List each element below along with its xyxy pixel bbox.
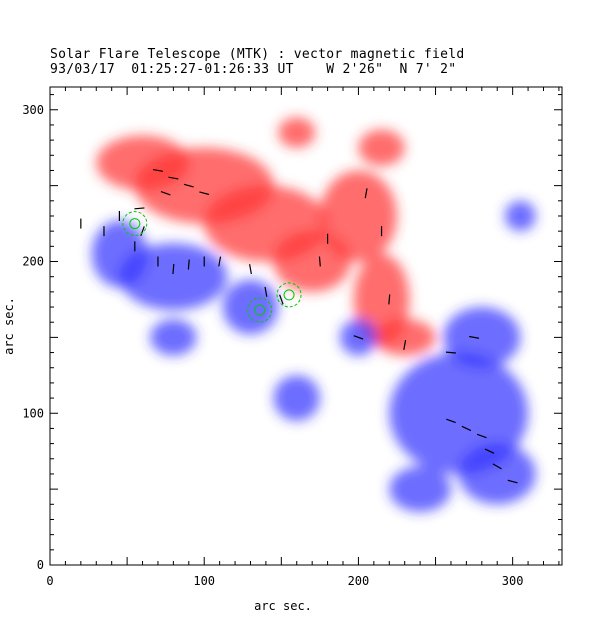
transverse-field-vector — [403, 339, 407, 350]
transverse-field-vector — [446, 418, 456, 424]
transverse-field-vector — [199, 191, 210, 196]
transverse-field-vector — [218, 256, 222, 267]
chart-subtitle: 93/03/17 01:25:27-01:26:33 UT W 2'26" N … — [50, 62, 457, 77]
sunspot-umbra-contour — [283, 289, 295, 301]
negative-field-region — [150, 319, 197, 356]
x-tick-label: 100 — [193, 574, 215, 588]
positive-field-region — [358, 129, 405, 166]
transverse-field-vector — [353, 335, 364, 340]
x-tick-label: 200 — [348, 574, 370, 588]
y-tick-label: 100 — [22, 406, 44, 420]
x-tick-label: 300 — [502, 574, 524, 588]
negative-field-region — [91, 220, 148, 288]
chart-title: Solar Flare Telescope (MTK) : vector mag… — [50, 47, 465, 62]
x-tick-label: 0 — [46, 574, 53, 588]
positive-field-region — [278, 117, 316, 148]
x-axis-label: arc sec. — [254, 599, 312, 613]
negative-field-region — [504, 200, 536, 232]
transverse-field-vector — [507, 479, 518, 484]
negative-field-region — [389, 466, 451, 512]
transverse-field-vector — [461, 425, 472, 432]
sunspot-penumbra-contour — [247, 297, 273, 323]
transverse-field-vector — [364, 188, 368, 199]
y-tick-label: 200 — [22, 255, 44, 269]
y-tick-label: 300 — [22, 103, 44, 117]
transverse-field-vector — [134, 207, 145, 210]
transverse-field-vector — [445, 351, 456, 354]
negative-field-region — [273, 375, 320, 421]
y-tick-label: 0 — [37, 558, 44, 572]
transverse-field-vector — [160, 190, 171, 196]
transverse-field-vector — [140, 226, 145, 237]
sunspot-penumbra-contour — [122, 211, 148, 237]
transverse-field-vector — [279, 294, 284, 305]
sunspot-umbra-contour — [129, 218, 141, 230]
transverse-field-vector — [469, 335, 480, 339]
vector-field — [80, 169, 518, 484]
y-axis-label: arc sec. — [2, 297, 16, 355]
negative-field-region — [222, 279, 279, 335]
transverse-field-vector — [152, 169, 163, 172]
transverse-field-vector — [183, 183, 194, 188]
transverse-field-vector — [476, 433, 487, 439]
transverse-field-vector — [168, 176, 179, 180]
plot-frame — [49, 86, 563, 566]
negative-field-region — [389, 352, 529, 474]
negative-field-region — [443, 307, 521, 368]
positive-field-region — [373, 319, 436, 356]
transverse-field-vector — [187, 259, 190, 270]
transverse-field-vector — [172, 264, 175, 275]
transverse-field-vector — [484, 448, 495, 454]
transverse-field-vector — [249, 264, 252, 275]
sunspot-contours — [122, 211, 302, 323]
negative-field-region — [458, 443, 536, 505]
transverse-field-vector — [492, 463, 502, 470]
transverse-field-vector — [318, 256, 321, 267]
transverse-field-vector — [264, 286, 268, 297]
sunspot-umbra-contour — [254, 304, 266, 316]
transverse-field-vector — [388, 294, 391, 305]
field-map — [91, 117, 536, 512]
sunspot-penumbra-contour — [276, 282, 302, 308]
positive-field-region — [319, 170, 397, 262]
